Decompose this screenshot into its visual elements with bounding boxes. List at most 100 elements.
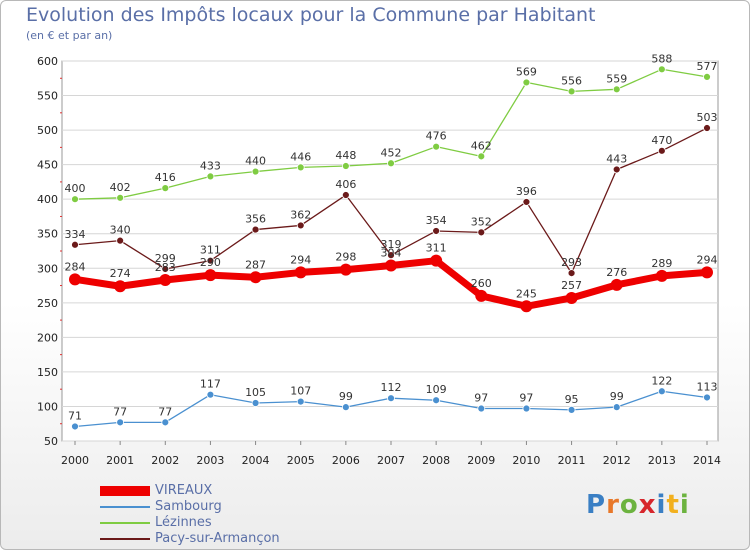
data-label: 476 <box>426 130 447 143</box>
x-tick-label: 2005 <box>287 454 315 467</box>
x-tick-label: 2014 <box>693 454 721 467</box>
data-label: 95 <box>565 393 579 406</box>
y-tick-label: 250 <box>37 297 58 310</box>
x-tick-label: 2002 <box>151 454 179 467</box>
logo-letter: i <box>656 490 667 520</box>
data-point <box>385 259 397 272</box>
data-label: 304 <box>381 247 402 260</box>
data-point <box>251 167 260 176</box>
legend: VIREAUX Sambourg Lézinnes Pacy-sur-Armançon <box>100 483 360 547</box>
data-point <box>204 269 217 282</box>
data-label: 319 <box>381 238 402 251</box>
data-point <box>71 240 79 249</box>
legend-label: Sambourg <box>155 499 222 514</box>
data-label: 99 <box>610 390 624 403</box>
data-point <box>430 254 443 267</box>
data-label: 294 <box>697 253 718 266</box>
data-point <box>161 418 170 427</box>
data-point <box>612 165 621 174</box>
data-point <box>612 403 621 412</box>
data-point <box>432 142 441 151</box>
legend-swatch <box>100 506 150 508</box>
legend-swatch <box>100 538 150 540</box>
data-label: 290 <box>200 256 221 269</box>
logo-letter: r <box>606 490 620 520</box>
legend-label: VIREAUX <box>155 483 213 498</box>
data-label: 245 <box>516 287 537 300</box>
data-label: 287 <box>245 258 266 271</box>
y-tick-label: 150 <box>37 366 58 379</box>
x-tick-label: 2007 <box>377 454 405 467</box>
data-point <box>567 406 576 414</box>
data-point <box>522 78 531 87</box>
legend-item: Sambourg <box>100 499 360 515</box>
data-point <box>296 163 305 172</box>
y-tick-label: 100 <box>37 400 58 413</box>
data-label: 362 <box>290 208 311 221</box>
data-point <box>206 172 215 181</box>
proxiti-logo: Proxiti <box>586 490 690 520</box>
data-label: 396 <box>516 185 537 198</box>
legend-swatch <box>100 486 150 496</box>
x-tick-label: 2012 <box>603 454 631 467</box>
plot-area <box>61 60 719 442</box>
data-label: 107 <box>290 385 311 398</box>
data-point <box>703 393 711 402</box>
data-point <box>341 162 350 170</box>
data-point <box>206 390 215 399</box>
data-point <box>296 221 305 230</box>
data-point <box>294 266 307 279</box>
data-point <box>520 300 533 313</box>
data-point <box>477 152 486 161</box>
legend-swatch <box>100 522 150 524</box>
data-label: 452 <box>381 146 402 159</box>
data-label: 298 <box>335 251 356 264</box>
data-point <box>432 396 441 405</box>
chart-subtitle: (en € et par an) <box>26 29 113 42</box>
data-label: 289 <box>651 257 672 270</box>
data-label: 99 <box>339 390 353 403</box>
legend-item: Pacy-sur-Armançon <box>100 531 360 547</box>
data-label: 97 <box>474 392 488 405</box>
data-point <box>522 198 531 206</box>
x-tick-label: 2010 <box>512 454 540 467</box>
data-label: 260 <box>471 277 492 290</box>
data-point <box>703 124 711 132</box>
data-point <box>387 159 395 168</box>
data-label: 113 <box>697 380 718 393</box>
data-point <box>341 191 350 199</box>
data-point <box>610 278 623 291</box>
data-point <box>251 399 260 407</box>
data-label: 470 <box>651 134 672 147</box>
data-label: 311 <box>426 242 447 255</box>
data-label: 294 <box>290 253 311 266</box>
x-tick-label: 2008 <box>422 454 450 467</box>
data-label: 402 <box>110 181 131 194</box>
data-point <box>206 256 215 265</box>
data-label: 556 <box>561 74 582 87</box>
data-label: 416 <box>155 171 176 184</box>
x-tick-label: 2001 <box>106 454 134 467</box>
data-point <box>249 271 262 284</box>
data-label: 440 <box>245 155 266 168</box>
logo-letter: t <box>666 490 680 520</box>
data-point <box>703 72 711 81</box>
data-label: 334 <box>65 228 86 241</box>
x-tick-label: 2006 <box>332 454 360 467</box>
data-label: 400 <box>65 182 86 195</box>
data-point <box>116 236 125 245</box>
data-label: 283 <box>155 261 176 274</box>
data-point <box>432 227 441 235</box>
x-tick-label: 2004 <box>242 454 270 467</box>
data-label: 311 <box>200 244 221 257</box>
data-label: 446 <box>290 150 311 163</box>
data-label: 257 <box>561 279 582 292</box>
data-label: 577 <box>697 60 718 73</box>
data-label: 71 <box>68 409 82 422</box>
data-point <box>657 65 666 74</box>
data-label: 406 <box>335 178 356 191</box>
logo-letter: P <box>586 490 607 520</box>
y-tick-label: 500 <box>37 124 58 137</box>
data-label: 293 <box>561 256 582 269</box>
